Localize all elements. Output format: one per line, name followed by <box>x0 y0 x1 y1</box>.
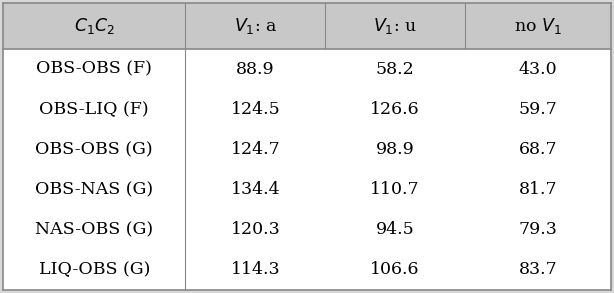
Text: $V_1$: a: $V_1$: a <box>234 16 277 36</box>
Text: 94.5: 94.5 <box>376 221 414 238</box>
Text: 124.7: 124.7 <box>230 141 280 158</box>
Text: 81.7: 81.7 <box>519 181 558 198</box>
Text: OBS-NAS (G): OBS-NAS (G) <box>35 181 154 198</box>
Text: 83.7: 83.7 <box>519 261 558 278</box>
Text: 126.6: 126.6 <box>370 101 420 118</box>
Text: 120.3: 120.3 <box>230 221 280 238</box>
Text: $C_1C_2$: $C_1C_2$ <box>74 16 115 36</box>
Text: 43.0: 43.0 <box>519 61 558 78</box>
Text: 106.6: 106.6 <box>370 261 420 278</box>
Text: LIQ-OBS (G): LIQ-OBS (G) <box>39 261 150 278</box>
Text: 134.4: 134.4 <box>230 181 280 198</box>
Text: NAS-OBS (G): NAS-OBS (G) <box>35 221 154 238</box>
Text: 79.3: 79.3 <box>519 221 558 238</box>
Text: 114.3: 114.3 <box>230 261 280 278</box>
Text: 59.7: 59.7 <box>519 101 558 118</box>
Text: $V_1$: u: $V_1$: u <box>373 16 417 36</box>
Text: 58.2: 58.2 <box>376 61 414 78</box>
Text: 68.7: 68.7 <box>519 141 558 158</box>
Text: 124.5: 124.5 <box>230 101 280 118</box>
Text: 110.7: 110.7 <box>370 181 420 198</box>
Text: OBS-OBS (G): OBS-OBS (G) <box>36 141 153 158</box>
Text: OBS-OBS (F): OBS-OBS (F) <box>36 61 152 78</box>
Text: OBS-LIQ (F): OBS-LIQ (F) <box>39 101 149 118</box>
Text: no $V_1$: no $V_1$ <box>514 16 562 36</box>
Text: 88.9: 88.9 <box>236 61 274 78</box>
Text: 98.9: 98.9 <box>376 141 414 158</box>
